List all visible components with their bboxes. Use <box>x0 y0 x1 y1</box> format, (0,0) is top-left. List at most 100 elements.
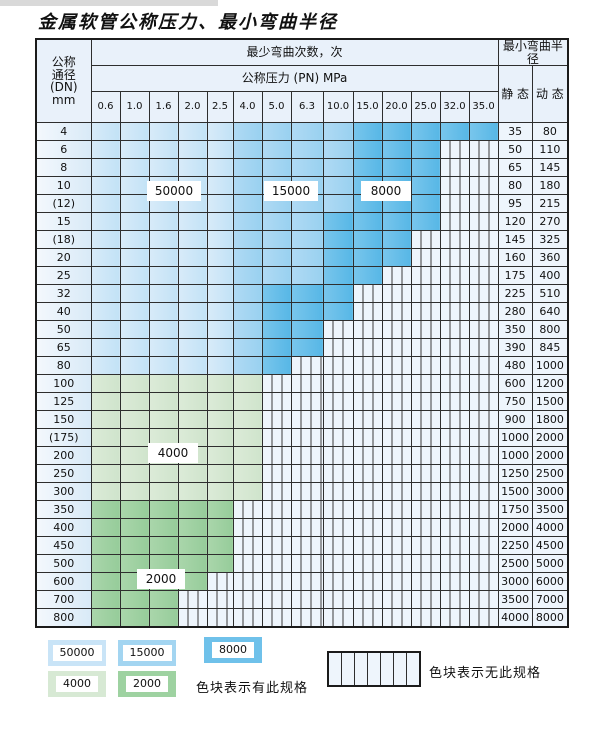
table-row: 8 65 145 <box>35 158 569 178</box>
pressure-col-header: 5.0 <box>261 91 292 124</box>
spec-cell <box>468 122 499 142</box>
spec-cell <box>119 212 150 232</box>
dynamic-value-cell: 80 <box>531 122 569 142</box>
no-spec-cell <box>439 158 470 178</box>
spec-cell <box>177 374 208 394</box>
no-spec-cell <box>468 302 499 322</box>
no-spec-cell <box>290 572 324 592</box>
spec-cell <box>410 176 441 196</box>
spec-cell <box>148 590 179 610</box>
static-value-cell: 390 <box>497 338 533 358</box>
no-spec-cell <box>381 482 412 502</box>
spec-cell <box>232 248 263 268</box>
table-row: 4 35 80 <box>35 122 569 142</box>
no-spec-cell <box>381 338 412 358</box>
dynamic-value-cell: 3000 <box>531 482 569 502</box>
dn-label-cell: 150 <box>35 410 92 430</box>
no-spec-cell <box>410 302 441 322</box>
table-row: 500 2500 5000 <box>35 554 569 574</box>
grid-label-50000: 50000 <box>147 181 201 201</box>
spec-cell <box>90 374 121 394</box>
spec-cell <box>119 608 150 628</box>
spec-cell <box>206 554 234 574</box>
dn-label-cell: 350 <box>35 500 92 520</box>
no-spec-cell <box>439 248 470 268</box>
spec-cell <box>90 248 121 268</box>
no-spec-cell <box>206 608 234 628</box>
dn-label-cell: 450 <box>35 536 92 556</box>
no-spec-cell <box>322 392 354 412</box>
legend-swatch-50000: 50000 <box>48 640 106 666</box>
no-spec-cell <box>439 572 470 592</box>
static-value-cell: 225 <box>497 284 533 304</box>
pressure-col-header: 25.0 <box>410 91 441 124</box>
pressure-col-header: 2.5 <box>206 91 234 124</box>
spec-cell <box>177 482 208 502</box>
spec-cell <box>177 554 208 574</box>
spec-cell <box>206 230 234 250</box>
no-spec-cell <box>322 356 354 376</box>
table-row: 50 350 800 <box>35 320 569 340</box>
table-row: (18) 145 325 <box>35 230 569 250</box>
dynamic-value-cell: 1800 <box>531 410 569 430</box>
no-spec-cell <box>322 572 354 592</box>
spec-cell <box>90 608 121 628</box>
no-spec-cell <box>352 338 383 358</box>
spec-cell <box>381 122 412 142</box>
spec-cell <box>322 122 354 142</box>
no-spec-cell <box>468 500 499 520</box>
no-spec-cell <box>290 608 324 628</box>
static-value-cell: 175 <box>497 266 533 286</box>
no-spec-cell <box>290 446 324 466</box>
no-spec-cell <box>381 536 412 556</box>
no-spec-cell <box>410 590 441 610</box>
no-spec-cell <box>381 284 412 304</box>
dynamic-value-cell: 1200 <box>531 374 569 394</box>
spec-cell <box>232 410 263 430</box>
spec-cell <box>232 266 263 286</box>
no-spec-cell <box>290 590 324 610</box>
spec-cell <box>148 464 179 484</box>
no-spec-cell <box>410 608 441 628</box>
spec-cell <box>119 536 150 556</box>
spec-cell <box>177 302 208 322</box>
spec-cell <box>148 500 179 520</box>
spec-cell <box>177 230 208 250</box>
spec-cell <box>381 140 412 160</box>
no-spec-cell <box>410 356 441 376</box>
spec-cell <box>119 140 150 160</box>
spec-cell <box>206 356 234 376</box>
spec-cell <box>177 140 208 160</box>
dynamic-value-cell: 6000 <box>531 572 569 592</box>
spec-cell <box>90 392 121 412</box>
no-spec-cell <box>410 266 441 286</box>
dn-label-cell: (18) <box>35 230 92 250</box>
table-row: 450 2250 4500 <box>35 536 569 556</box>
spec-cell <box>90 302 121 322</box>
no-spec-cell <box>410 320 441 340</box>
no-spec-cell <box>410 230 441 250</box>
no-spec-cell <box>322 464 354 484</box>
no-spec-cell <box>206 572 234 592</box>
table-row: (175) 1000 2000 <box>35 428 569 448</box>
no-spec-cell <box>261 500 292 520</box>
spec-cell <box>148 212 179 232</box>
no-spec-cell <box>410 518 441 538</box>
no-spec-cell <box>352 446 383 466</box>
no-spec-cell <box>468 446 499 466</box>
spec-cell <box>206 500 234 520</box>
spec-cell <box>177 158 208 178</box>
spec-cell <box>90 518 121 538</box>
spec-cell <box>90 266 121 286</box>
dn-label-cell: 6 <box>35 140 92 160</box>
static-value-cell: 145 <box>497 230 533 250</box>
no-spec-cell <box>381 320 412 340</box>
no-spec-cell <box>468 608 499 628</box>
spec-cell <box>206 158 234 178</box>
table-row: 150 900 1800 <box>35 410 569 430</box>
no-spec-cell <box>290 356 324 376</box>
spec-cell <box>148 392 179 412</box>
no-spec-cell <box>410 446 441 466</box>
spec-cell <box>322 248 354 268</box>
static-value-cell: 2000 <box>497 518 533 538</box>
